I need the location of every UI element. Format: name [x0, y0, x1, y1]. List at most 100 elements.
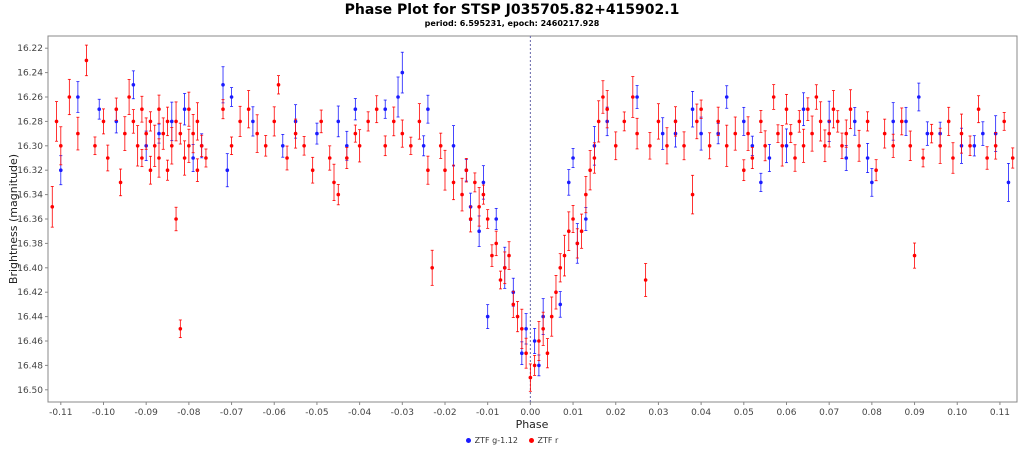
point-ztf-r: [400, 119, 405, 148]
point-ztf-r: [985, 146, 989, 170]
data-points: [50, 44, 1015, 392]
x-tick-label: 0.06: [776, 408, 796, 418]
x-tick-label: -0.04: [348, 408, 372, 418]
x-tick-label: -0.08: [177, 408, 201, 418]
point-ztf-r: [187, 91, 191, 127]
point-ztf-r: [118, 168, 123, 197]
x-tick-label: -0.11: [49, 408, 72, 418]
point-ztf-r: [460, 177, 464, 212]
point-ztf-g: [396, 76, 400, 118]
x-axis-ticks: -0.11 -0.10 -0.09 -0.08 -0.07 -0.06 -0.05 -0.04…: [49, 402, 1010, 418]
x-tick-label: 0.01: [563, 408, 583, 418]
point-ztf-r: [67, 78, 72, 116]
point-ztf-r: [174, 101, 178, 142]
point-ztf-r: [169, 127, 174, 165]
point-ztf-r: [494, 230, 499, 257]
point-ztf-r: [477, 187, 481, 227]
point-ztf-r: [502, 251, 507, 285]
point-ztf-r: [101, 108, 106, 135]
point-ztf-r: [584, 176, 588, 214]
point-ztf-r: [144, 117, 148, 150]
y-tick-label: 16.38: [17, 239, 43, 249]
point-ztf-r: [357, 129, 362, 163]
x-tick-label: -0.06: [263, 408, 287, 418]
point-ztf-r: [391, 106, 396, 137]
point-ztf-r: [148, 155, 153, 185]
chart-subtitle: period: 6.595231, epoch: 2460217.928: [424, 19, 600, 28]
point-ztf-r: [161, 117, 166, 150]
x-tick-label: -0.05: [305, 408, 328, 418]
point-ztf-r: [827, 119, 831, 148]
point-ztf-g: [801, 92, 806, 127]
point-ztf-r: [545, 338, 550, 369]
plot-area: [47, 35, 1018, 403]
point-ztf-r: [857, 129, 861, 162]
point-ztf-r: [507, 241, 511, 270]
y-tick-label: 16.24: [17, 69, 43, 79]
y-tick-label: 16.22: [17, 44, 43, 54]
point-ztf-r: [524, 337, 528, 369]
point-ztf-r: [528, 363, 533, 392]
x-tick-label: 0.09: [905, 408, 925, 418]
point-ztf-r: [959, 113, 964, 154]
point-ztf-r: [635, 117, 639, 150]
point-ztf-g: [724, 85, 729, 109]
point-ztf-r: [443, 149, 447, 191]
x-tick-label: -0.03: [391, 408, 414, 418]
y-tick-label: 16.34: [17, 191, 43, 201]
x-tick-label: 0.11: [990, 408, 1010, 418]
chart-title: Phase Plot for STSP J035705.82+415902.1: [344, 2, 680, 18]
y-tick-label: 16.30: [17, 142, 43, 152]
point-ztf-r: [187, 128, 191, 163]
point-ztf-r: [485, 209, 490, 229]
point-ztf-g: [315, 122, 319, 145]
point-ztf-r: [199, 134, 204, 157]
point-ztf-r: [558, 253, 563, 283]
point-ztf-r: [383, 135, 388, 157]
point-ztf-r: [865, 111, 870, 132]
y-tick-label: 16.32: [17, 166, 43, 176]
point-ztf-g: [635, 85, 639, 109]
point-ztf-r: [946, 106, 951, 136]
point-ztf-g: [400, 51, 405, 94]
point-ztf-r: [554, 274, 558, 310]
point-ztf-r: [806, 97, 810, 121]
point-ztf-r: [157, 94, 161, 124]
point-ztf-g: [221, 66, 225, 104]
y-tick-label: 16.36: [17, 215, 43, 225]
point-ztf-r: [784, 93, 789, 125]
point-ztf-r: [814, 84, 819, 110]
point-ztf-r: [818, 101, 823, 142]
point-ztf-r: [716, 106, 720, 137]
legend-label-ztf-r: ZTF r: [537, 436, 559, 445]
point-ztf-r: [707, 132, 712, 160]
point-ztf-r: [797, 110, 802, 133]
y-tick-label: 16.40: [17, 264, 43, 274]
point-ztf-r: [622, 111, 627, 132]
point-ztf-r: [114, 97, 119, 121]
point-ztf-r: [631, 76, 635, 118]
point-ztf-r: [656, 103, 661, 140]
point-ztf-r: [302, 136, 306, 156]
point-ztf-r: [246, 90, 251, 129]
point-ztf-r: [498, 270, 503, 290]
point-ztf-r: [293, 118, 298, 149]
point-ztf-r: [221, 99, 225, 120]
point-ztf-g: [421, 135, 426, 157]
point-ztf-r: [438, 132, 443, 159]
point-ztf-r: [763, 130, 767, 162]
point-ztf-r: [157, 138, 161, 178]
x-tick-label: 0.10: [947, 408, 967, 418]
point-ztf-r: [255, 114, 259, 153]
point-ztf-g: [699, 116, 703, 151]
point-ztf-r: [750, 147, 755, 169]
point-ztf-g: [759, 172, 763, 192]
point-ztf-r: [131, 109, 136, 134]
point-ztf-r: [682, 131, 686, 161]
x-tick-label: -0.10: [92, 408, 116, 418]
x-tick-label: -0.02: [433, 408, 456, 418]
point-ztf-r: [417, 103, 422, 140]
point-ztf-r: [263, 135, 268, 157]
point-ztf-r: [336, 183, 341, 206]
